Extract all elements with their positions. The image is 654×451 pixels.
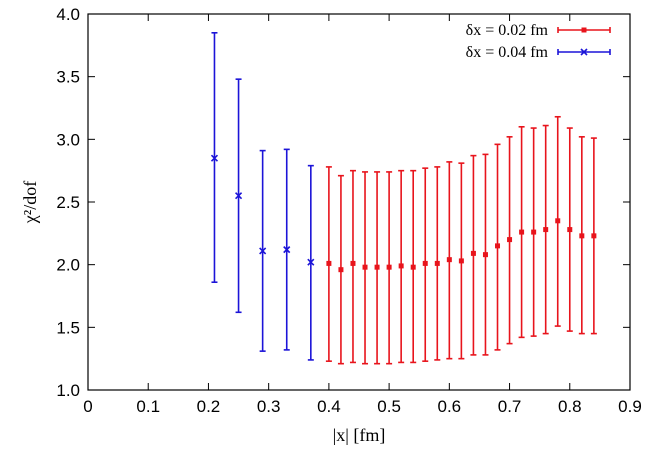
data-point bbox=[338, 267, 344, 273]
legend-marker bbox=[581, 27, 587, 33]
marker-stroke bbox=[259, 247, 267, 255]
marker-stroke bbox=[580, 48, 588, 56]
x-tick-label: 0.1 bbox=[136, 397, 160, 416]
data-point bbox=[362, 264, 368, 270]
data-point bbox=[283, 246, 291, 254]
data-point bbox=[374, 264, 380, 270]
legend: δx = 0.02 fm δx = 0.04 fm bbox=[466, 22, 611, 61]
data-point bbox=[446, 257, 452, 263]
data-point bbox=[470, 250, 476, 256]
y-tick-label: 2.0 bbox=[56, 256, 80, 275]
x-tick-label: 0.9 bbox=[618, 397, 642, 416]
legend-label: δx = 0.04 fm bbox=[466, 44, 549, 61]
data-point bbox=[531, 229, 537, 235]
data-point bbox=[434, 260, 440, 266]
x-tick-label: 0.8 bbox=[558, 397, 582, 416]
y-tick-label: 4.0 bbox=[56, 5, 80, 24]
data-point bbox=[591, 233, 597, 239]
data-point bbox=[386, 264, 392, 270]
marker-stroke bbox=[210, 154, 219, 162]
marker-stroke bbox=[307, 258, 315, 266]
data-point bbox=[458, 258, 464, 264]
x-tick-label: 0.7 bbox=[498, 397, 522, 416]
x-tick-label: 0.6 bbox=[438, 397, 462, 416]
x-tick-label: 0.5 bbox=[377, 397, 401, 416]
data-point bbox=[234, 192, 243, 200]
axis-ticks: 0 0.1 0.2 0.3 0.4 0.5 0.6 0.7 0.8 0.9 1.0 1.5 2.0 2.5… bbox=[56, 5, 641, 416]
series-2 bbox=[210, 31, 315, 361]
data-point bbox=[519, 229, 525, 235]
data-point bbox=[350, 260, 356, 266]
legend-marker bbox=[580, 48, 588, 56]
legend-label: δx = 0.02 fm bbox=[466, 22, 549, 39]
data-point bbox=[398, 263, 404, 269]
x-tick-label: 0.3 bbox=[257, 397, 281, 416]
y-tick-label: 3.0 bbox=[56, 130, 80, 149]
data-point bbox=[507, 237, 513, 243]
data-point bbox=[422, 260, 428, 266]
data-point bbox=[555, 218, 561, 224]
marker-stroke bbox=[283, 246, 291, 254]
data-point bbox=[579, 233, 585, 239]
x-tick-label: 0 bbox=[83, 397, 92, 416]
plot-frame bbox=[87, 13, 631, 391]
data-point bbox=[259, 247, 267, 255]
y-tick-label: 1.0 bbox=[56, 381, 80, 400]
x-tick-label: 0.4 bbox=[317, 397, 341, 416]
series-layer bbox=[210, 31, 597, 365]
data-point bbox=[410, 264, 416, 270]
data-point bbox=[307, 258, 315, 266]
data-point bbox=[567, 227, 573, 233]
data-point bbox=[210, 154, 219, 162]
data-point bbox=[495, 243, 501, 249]
x-tick-label: 0.2 bbox=[197, 397, 221, 416]
data-point bbox=[543, 227, 549, 233]
y-tick-label: 3.5 bbox=[56, 68, 80, 87]
y-tick-label: 2.5 bbox=[56, 193, 80, 212]
series-1 bbox=[325, 115, 597, 365]
y-axis-label: χ²/dof bbox=[20, 181, 40, 224]
marker-stroke bbox=[234, 192, 243, 200]
data-point bbox=[326, 260, 332, 266]
data-point bbox=[482, 252, 488, 258]
y-tick-label: 1.5 bbox=[56, 318, 80, 337]
x-axis-label: |x| [fm] bbox=[333, 425, 386, 445]
